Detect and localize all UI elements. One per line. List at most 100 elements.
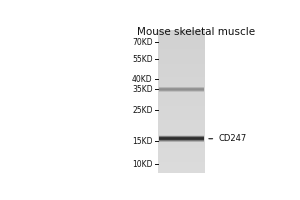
Bar bbox=[158, 110, 205, 111]
Bar bbox=[158, 146, 205, 148]
Bar bbox=[159, 89, 204, 90]
Bar bbox=[158, 104, 205, 106]
Bar bbox=[158, 138, 205, 139]
Bar bbox=[158, 93, 205, 94]
Bar bbox=[158, 137, 205, 138]
Bar bbox=[158, 116, 205, 117]
Bar bbox=[158, 81, 205, 82]
Bar bbox=[158, 60, 205, 61]
Bar bbox=[158, 164, 205, 165]
Bar bbox=[158, 107, 205, 108]
Bar bbox=[158, 154, 205, 155]
Bar bbox=[158, 88, 205, 89]
Text: 70KD: 70KD bbox=[132, 38, 153, 47]
Bar bbox=[158, 127, 205, 129]
Bar bbox=[159, 135, 204, 136]
Bar bbox=[158, 114, 205, 115]
Bar bbox=[158, 134, 205, 135]
Bar bbox=[158, 165, 205, 166]
Text: Mouse skeletal muscle: Mouse skeletal muscle bbox=[136, 27, 255, 37]
Bar bbox=[158, 168, 205, 170]
Bar bbox=[159, 138, 204, 139]
Bar bbox=[158, 129, 205, 130]
Bar bbox=[158, 85, 205, 86]
Bar bbox=[158, 159, 205, 160]
Bar bbox=[158, 124, 205, 125]
Bar bbox=[158, 39, 205, 40]
Bar bbox=[158, 35, 205, 36]
Bar bbox=[158, 68, 205, 69]
Bar bbox=[158, 64, 205, 65]
Bar bbox=[158, 87, 205, 88]
Bar bbox=[158, 167, 205, 169]
Bar bbox=[158, 148, 205, 150]
Bar bbox=[158, 96, 205, 97]
Bar bbox=[158, 92, 205, 93]
Bar bbox=[158, 135, 205, 136]
Bar bbox=[158, 111, 205, 112]
Text: 10KD: 10KD bbox=[132, 160, 153, 169]
Bar bbox=[158, 80, 205, 81]
Bar bbox=[158, 121, 205, 122]
Bar bbox=[158, 109, 205, 110]
Bar bbox=[158, 78, 205, 79]
Bar bbox=[158, 128, 205, 129]
Text: 25KD: 25KD bbox=[132, 106, 153, 115]
Bar bbox=[158, 155, 205, 156]
Bar bbox=[158, 115, 205, 116]
Bar bbox=[158, 55, 205, 56]
Bar bbox=[158, 106, 205, 107]
Bar bbox=[158, 113, 205, 114]
Bar bbox=[158, 118, 205, 119]
Bar bbox=[158, 76, 205, 77]
Bar bbox=[158, 71, 205, 72]
Bar bbox=[159, 90, 204, 91]
Bar bbox=[158, 153, 205, 154]
Bar bbox=[158, 125, 205, 127]
Bar bbox=[159, 137, 204, 138]
Bar bbox=[158, 49, 205, 50]
Bar bbox=[158, 103, 205, 104]
Bar bbox=[159, 87, 204, 88]
Bar bbox=[158, 146, 205, 147]
Bar bbox=[158, 48, 205, 49]
Bar bbox=[158, 61, 205, 62]
Bar bbox=[158, 50, 205, 51]
Text: 55KD: 55KD bbox=[132, 55, 153, 64]
Bar bbox=[158, 89, 205, 90]
Bar bbox=[159, 91, 204, 92]
Bar bbox=[158, 82, 205, 83]
Bar bbox=[159, 138, 204, 139]
Bar bbox=[158, 144, 205, 145]
Bar bbox=[158, 119, 205, 120]
Bar bbox=[158, 160, 205, 161]
Bar bbox=[158, 45, 205, 46]
Bar bbox=[159, 87, 204, 88]
Bar bbox=[158, 90, 205, 91]
Bar bbox=[158, 30, 205, 31]
Bar bbox=[158, 108, 205, 109]
Bar bbox=[158, 142, 205, 143]
Bar bbox=[158, 62, 205, 64]
Bar bbox=[158, 120, 205, 121]
Bar bbox=[158, 98, 205, 99]
Bar bbox=[158, 58, 205, 59]
Bar bbox=[158, 101, 205, 102]
Bar bbox=[158, 51, 205, 52]
Bar bbox=[158, 163, 205, 164]
Bar bbox=[158, 131, 205, 132]
Bar bbox=[159, 141, 204, 142]
Bar bbox=[158, 94, 205, 95]
Bar bbox=[158, 40, 205, 41]
Bar bbox=[158, 77, 205, 78]
Bar bbox=[158, 46, 205, 47]
Bar bbox=[158, 84, 205, 86]
Bar bbox=[158, 53, 205, 54]
Bar bbox=[158, 102, 205, 103]
Bar bbox=[158, 42, 205, 44]
Bar bbox=[158, 162, 205, 163]
Bar bbox=[158, 72, 205, 73]
Bar bbox=[158, 54, 205, 55]
Bar bbox=[158, 123, 205, 124]
Bar bbox=[158, 166, 205, 167]
